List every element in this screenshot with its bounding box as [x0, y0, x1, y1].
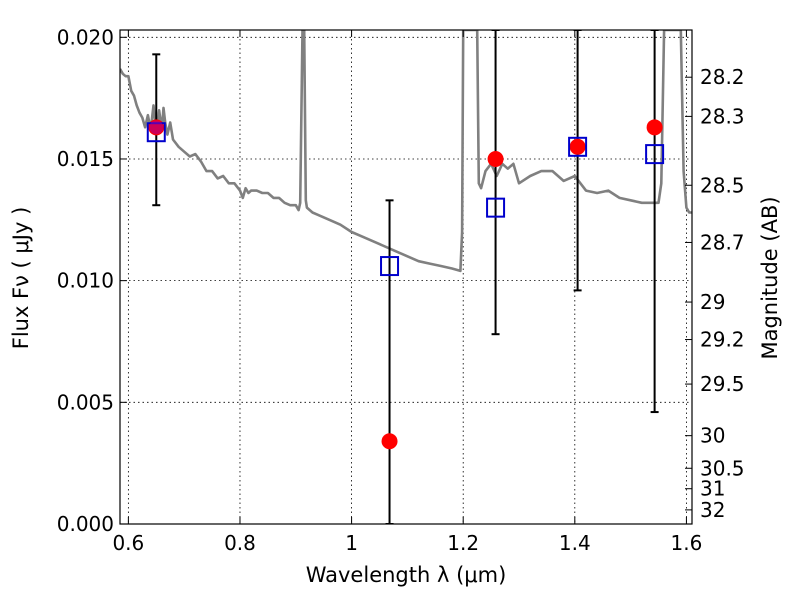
right-tick-label: 31	[700, 477, 725, 501]
x-tick-label: 1.2	[447, 531, 479, 555]
observed-point	[381, 433, 398, 450]
model-point	[486, 197, 506, 218]
y-tick-label: 0.005	[57, 390, 114, 414]
model-point	[380, 256, 400, 277]
y-tick-label: 0.015	[57, 147, 114, 171]
y-tick-label: 0.000	[57, 512, 114, 536]
x-tick-label: 1	[345, 531, 358, 555]
y-tick-label: 0.020	[57, 25, 114, 49]
right-tick-label: 28.7	[700, 230, 745, 254]
ticks-layer: 0.6 0.8 1 1.2 1.4 1.6 0.000 0.005 0.010 0.015 0.02…	[57, 25, 745, 555]
model-spectrum-layer	[120, 30, 692, 273]
observed-point	[487, 150, 504, 167]
observed-point	[569, 138, 586, 155]
x-tick-label: 0.6	[112, 531, 144, 555]
error-bars-layer	[152, 30, 659, 524]
right-tick-label: 30	[700, 424, 725, 448]
model-spectrum-line	[120, 30, 692, 273]
y-axis-title: Flux Fν ( μJy )	[9, 207, 33, 350]
x-tick-label: 1.6	[671, 531, 703, 555]
y-tick-label: 0.010	[57, 269, 114, 293]
right-tick-label: 28.5	[700, 173, 745, 197]
x-tick-label: 1.4	[559, 531, 591, 555]
right-tick-label: 28.2	[700, 65, 745, 89]
observed-point	[646, 119, 663, 136]
right-tick-label: 32	[700, 498, 725, 522]
plot-frame	[119, 29, 693, 525]
right-tick-label: 30.5	[700, 456, 745, 480]
x-axis-title: Wavelength λ (μm)	[306, 563, 507, 587]
right-tick-label: 28.3	[700, 104, 745, 128]
model-point	[568, 136, 588, 157]
grid-lines	[120, 30, 692, 525]
right-tick-label: 29.2	[700, 328, 745, 352]
markers-layer	[146, 119, 665, 450]
x-tick-label: 0.8	[224, 531, 256, 555]
overlap-marker	[149, 120, 164, 135]
right-tick-label: 29.5	[700, 372, 745, 396]
right-axis-title: Magnitude (AB)	[758, 196, 782, 359]
right-tick-label: 29	[700, 290, 725, 314]
model-point	[645, 144, 665, 165]
